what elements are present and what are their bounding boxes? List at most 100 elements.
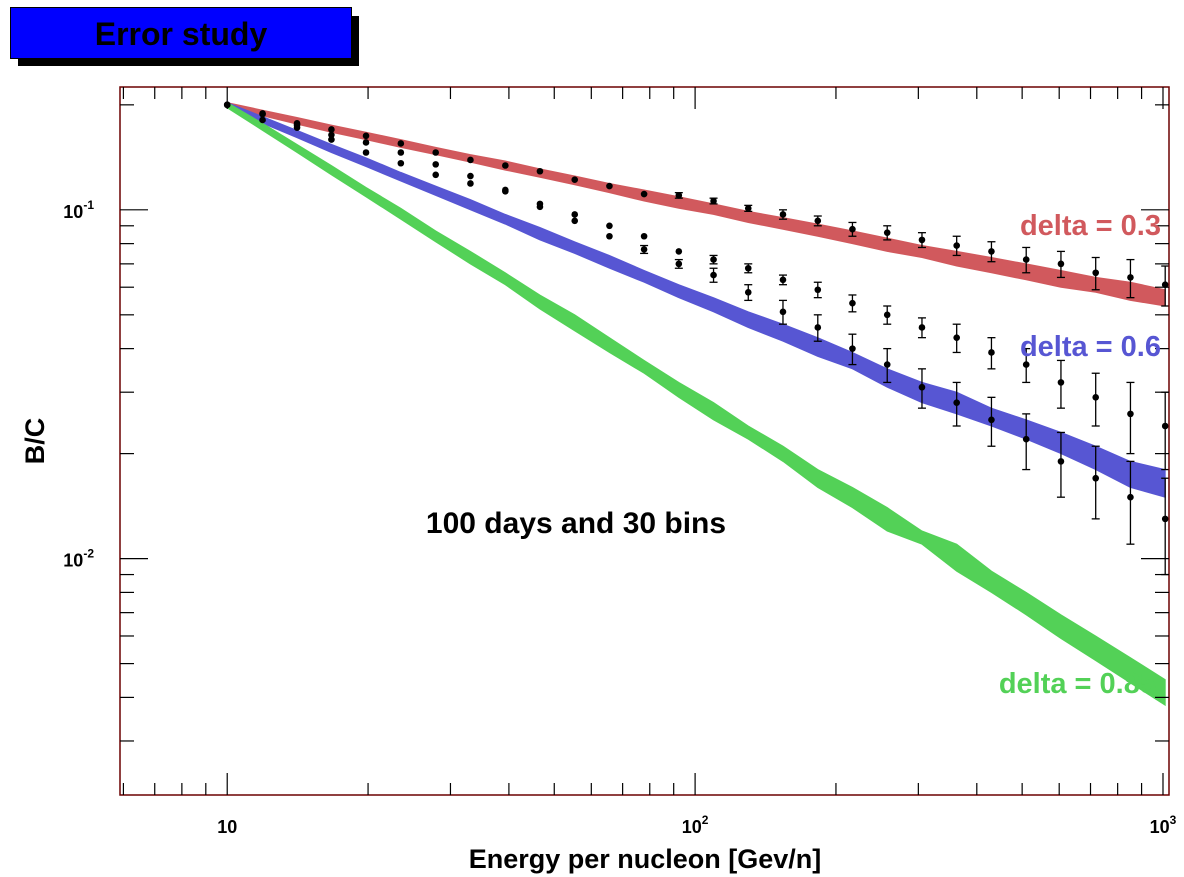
data-point: [1022, 256, 1030, 263]
data-point: [814, 286, 822, 294]
data-point: [779, 276, 787, 284]
data-point: [640, 232, 648, 240]
data-point: [744, 289, 752, 296]
data-point: [328, 126, 335, 133]
data-point: [259, 116, 266, 124]
data-point: [1092, 474, 1100, 482]
data-point: [502, 162, 509, 169]
data-point: [1092, 394, 1100, 401]
data-point: [362, 139, 370, 146]
data-point: [1127, 493, 1134, 501]
axis-ticks: [120, 87, 1169, 795]
data-point: [432, 171, 440, 179]
data-point: [779, 308, 787, 316]
data-point: [571, 176, 579, 184]
data-point: [744, 205, 752, 212]
y-tick-label-exponent: -1: [83, 198, 94, 212]
data-point: [293, 121, 301, 129]
data-point: [432, 149, 440, 156]
data-point: [606, 232, 613, 240]
x-tick-label: 103: [1150, 813, 1177, 837]
data-point: [467, 172, 474, 180]
x-tick-label: 102: [682, 813, 709, 837]
data-point: [467, 156, 474, 164]
data-point: [536, 203, 544, 211]
data-point: [849, 225, 856, 233]
data-point: [606, 182, 613, 190]
data-point: [918, 236, 926, 244]
data-point: [883, 229, 891, 236]
data-point: [571, 217, 579, 225]
data-point: [1057, 379, 1065, 386]
data-point: [1057, 458, 1065, 465]
uncertainty-bands: [226, 101, 1166, 707]
x-axis-label: Energy per nucleon [Gev/n]: [469, 844, 822, 874]
y-tick-label: 10-1: [63, 198, 94, 222]
data-point: [571, 211, 579, 218]
data-point: [432, 161, 440, 168]
data-point: [259, 110, 266, 118]
x-tick-label-exponent: 2: [702, 813, 709, 827]
data-point: [710, 256, 717, 263]
data-point: [328, 131, 335, 139]
data-point: [814, 324, 822, 331]
data-point: [502, 186, 509, 194]
error-bars: [640, 192, 1170, 576]
x-tick-label: 10: [217, 817, 237, 837]
series-label-delta-0.85: delta = 0.85: [999, 668, 1156, 700]
data-points: [223, 101, 1169, 523]
chart-title: Error study: [94, 16, 268, 52]
y-axis-label: B/C: [20, 418, 50, 465]
data-point: [397, 140, 405, 147]
data-point: [362, 132, 370, 140]
data-point: [675, 248, 683, 255]
data-point: [849, 299, 856, 307]
data-point: [536, 167, 544, 175]
data-point: [397, 149, 405, 156]
data-point: [953, 242, 960, 249]
data-point: [467, 180, 474, 187]
data-point: [640, 246, 648, 253]
data-point: [675, 192, 683, 199]
data-point: [1127, 274, 1134, 281]
data-point: [397, 159, 405, 167]
y-tick-label-exponent: -2: [83, 547, 94, 561]
data-point: [814, 217, 822, 225]
data-point: [953, 334, 960, 341]
title-box: Error study: [10, 7, 352, 59]
series-label-delta-0.3: delta = 0.3: [1020, 210, 1161, 242]
x-tick-label-exponent: 3: [1170, 813, 1177, 827]
data-point: [953, 399, 960, 406]
band-series-2: [226, 101, 1166, 707]
data-point: [710, 197, 717, 205]
data-point: [1022, 361, 1030, 368]
data-point: [779, 211, 787, 218]
data-point: [1161, 515, 1169, 523]
data-point: [1161, 281, 1169, 289]
data-point: [362, 149, 370, 156]
data-point: [1127, 410, 1134, 418]
data-point: [328, 136, 335, 143]
data-point: [744, 264, 752, 272]
data-point: [640, 190, 648, 198]
data-point: [1022, 435, 1030, 443]
y-tick-label: 10-2: [63, 547, 94, 571]
data-point: [849, 345, 856, 352]
data-point: [1057, 260, 1065, 268]
plot-frame: [119, 86, 1170, 796]
data-point: [988, 416, 995, 424]
data-point: [1092, 269, 1100, 277]
data-point: [988, 248, 995, 255]
data-point: [988, 349, 995, 356]
data-point: [710, 271, 717, 279]
data-point: [918, 383, 926, 391]
data-point: [675, 260, 683, 268]
annotation-text: 100 days and 30 bins: [426, 507, 726, 540]
data-point: [606, 222, 613, 230]
series-label-delta-0.6: delta = 0.6: [1020, 331, 1161, 363]
data-point: [918, 324, 926, 331]
data-point: [1161, 422, 1169, 430]
data-point: [883, 361, 891, 368]
data-point: [883, 311, 891, 319]
